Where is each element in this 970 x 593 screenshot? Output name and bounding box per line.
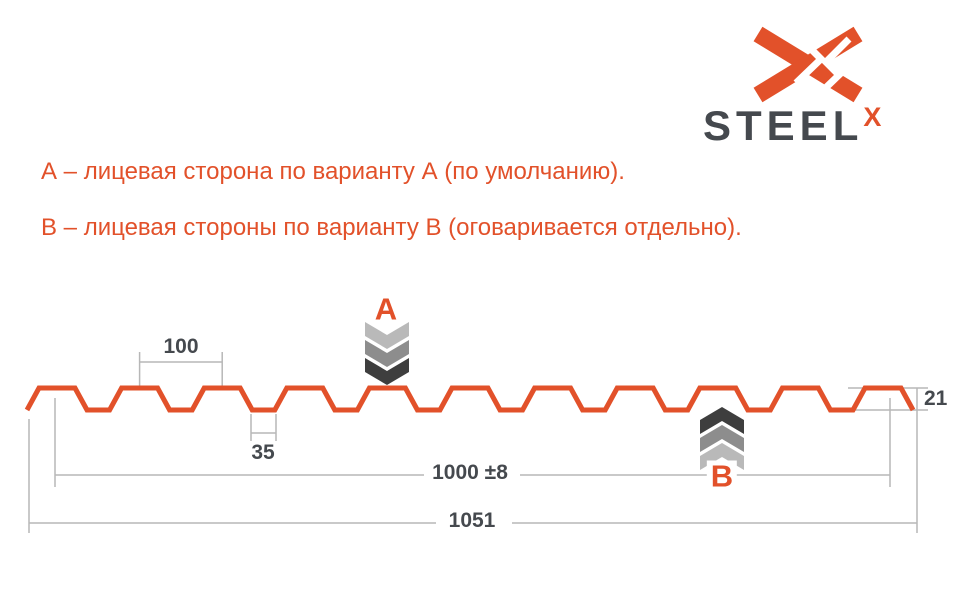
dim-label-overall-width: 1051: [448, 509, 496, 532]
marker-a-letter: A: [374, 291, 398, 327]
corrugated-profile-line: [24, 385, 916, 413]
dim-label-rib-pitch: 100: [163, 335, 199, 358]
dimension-lines: [28, 352, 928, 533]
dim-label-valley-width: 35: [251, 441, 275, 464]
marker-b-letter: B: [706, 460, 738, 492]
note-variant-a: А – лицевая сторона по варианту А (по ум…: [41, 158, 625, 185]
dim-label-working-width: 1000 ±8: [432, 461, 508, 484]
side-a-chevrons-icon: [365, 322, 409, 385]
logo-wordmark-text: STEEL: [703, 102, 864, 149]
logo-wordmark: STEEL X: [703, 102, 882, 149]
note-variant-b: В – лицевая стороны по варианту В (огова…: [41, 214, 742, 241]
steelx-x-icon: [753, 20, 863, 103]
logo-wordmark-sup-x: X: [863, 102, 882, 132]
dim-label-profile-height: 21: [924, 387, 948, 410]
